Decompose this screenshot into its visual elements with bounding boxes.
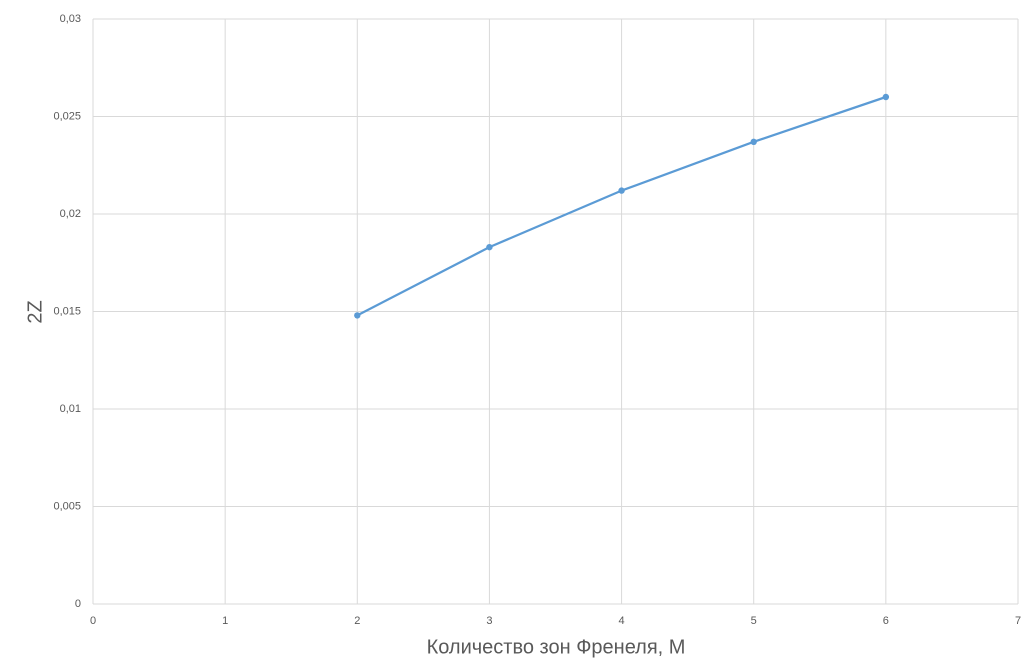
data-point (750, 138, 757, 146)
data-point (354, 312, 361, 319)
y-tick-label: 0,03 (60, 13, 81, 25)
x-tick-label: 3 (486, 615, 492, 627)
x-tick-label: 5 (751, 615, 757, 627)
y-tick-label: 0,005 (53, 500, 81, 512)
data-point (618, 187, 625, 194)
y-tick-label: 0,02 (60, 208, 81, 220)
x-tick-label: 2 (354, 615, 360, 627)
y-tick-label: 0,025 (53, 110, 81, 122)
x-tick-label: 6 (883, 615, 889, 627)
data-point (486, 243, 493, 251)
y-tick-label: 0,015 (53, 305, 81, 317)
x-tick-label: 1 (222, 615, 228, 627)
data-point (882, 93, 890, 101)
x-axis-title: Количество зон Френеля, M (427, 636, 686, 658)
x-tick-label: 4 (619, 615, 625, 627)
y-tick-label: 0,01 (60, 403, 81, 415)
y-tick-label: 0 (75, 598, 81, 610)
y-axis-title: 2Z (24, 300, 46, 323)
x-tick-label: 0 (90, 615, 96, 627)
x-tick-label: 7 (1015, 615, 1021, 627)
